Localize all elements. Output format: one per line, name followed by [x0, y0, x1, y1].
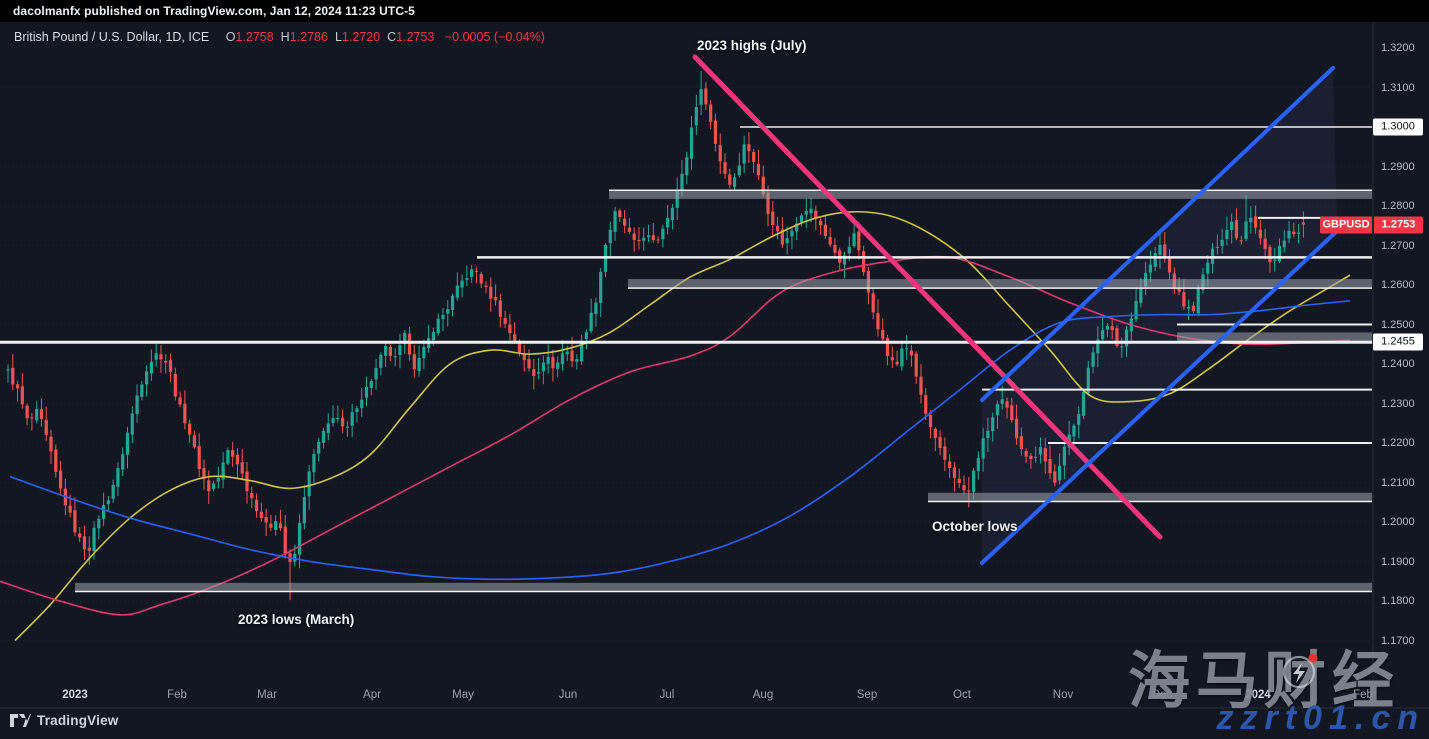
price-tick: 1.2600 [1381, 279, 1415, 291]
price-tick: 1.1700 [1381, 634, 1415, 647]
time-tick: May [452, 689, 474, 701]
price-level-box: 1.2455 [1373, 333, 1423, 351]
ohlc-label: O [225, 30, 236, 44]
time-tick: 2023 [62, 689, 88, 701]
ohlc-value: 1.2758 [235, 30, 274, 44]
channel-lower [980, 229, 1339, 565]
price-tick: 1.1800 [1381, 595, 1415, 607]
ohlc-label: L [334, 30, 342, 44]
price-tick: 1.2300 [1381, 397, 1415, 410]
symbol-title: British Pound / U.S. Dollar, 1D, ICE [14, 30, 210, 44]
ma-slow-blue [9, 300, 1351, 581]
price-tick: 1.2500 [1381, 318, 1415, 331]
price-tick: 1.2200 [1381, 437, 1415, 449]
watermark-badge-icon [1282, 653, 1318, 689]
price-tick: 1.1900 [1381, 555, 1415, 568]
ohlc-value: 1.2786 [289, 30, 328, 44]
ma-fast-yellow [14, 210, 1351, 642]
watermark-site: zzrt01.cn [1216, 699, 1425, 737]
zone-1.2600 [628, 279, 1372, 289]
candles [6, 70, 1305, 601]
chart-legend: British Pound / U.S. Dollar, 1D, ICE O1.… [14, 30, 545, 44]
time-tick: Oct [953, 689, 971, 701]
ohlc-label: H [280, 30, 290, 44]
price-tick: 1.2000 [1381, 516, 1415, 528]
time-tick: Mar [257, 689, 277, 701]
ohlc-label: C [387, 30, 397, 44]
price-tick: 1.2900 [1381, 160, 1415, 173]
ohlc-value: 1.2720 [341, 30, 381, 44]
price-level-box: 1.3000 [1373, 118, 1423, 136]
time-tick: Jun [558, 689, 578, 701]
price-tick: 1.2700 [1381, 239, 1415, 252]
tradingview-logo-text: TradingView [37, 713, 119, 728]
price-tick: 1.3100 [1381, 81, 1415, 94]
zone-1.2820 [609, 190, 1372, 199]
time-tick: Apr [363, 689, 381, 701]
time-tick: Sep [856, 689, 878, 701]
price-tick: 1.2100 [1381, 476, 1415, 489]
change-value: −0.0005 (−0.04%) [444, 30, 545, 44]
annotation-lows-march: 2023 lows (March) [238, 612, 355, 627]
zone-2023-lows [75, 582, 1372, 592]
price-tick: 1.2400 [1381, 358, 1415, 370]
attribution-bar: dacolmanfx published on TradingView.com,… [0, 0, 1429, 22]
last-price-value: 1.2753 [1374, 216, 1423, 234]
channel-upper [980, 66, 1335, 402]
zone-october-lows [928, 492, 1372, 502]
annotation-october-lows: October lows [932, 519, 1018, 534]
ohlc-values: O1.2758 H1.2786 L1.2720 C1.2753 [219, 30, 435, 44]
time-tick: Dec [1151, 689, 1173, 701]
downtrend-from-july-highs [692, 54, 1163, 540]
last-price-badge: GBPUSD 1.2753 [1320, 216, 1423, 234]
time-tick: Nov [1052, 689, 1074, 701]
annotation-highs-july: 2023 highs (July) [697, 38, 807, 53]
time-tick: Jul [659, 689, 675, 701]
tradingview-logo-icon [10, 714, 31, 727]
time-tick: Feb [1353, 689, 1373, 701]
attribution-text: dacolmanfx published on TradingView.com,… [13, 4, 415, 18]
tradingview-logo[interactable]: TradingView [10, 713, 118, 728]
last-price-symbol: GBPUSD [1320, 216, 1372, 234]
time-tick: 2024 [1245, 689, 1271, 701]
price-tick: 1.2800 [1381, 200, 1415, 212]
zone-1.2465 [1177, 332, 1372, 342]
time-tick: Feb [167, 689, 187, 701]
time-tick: Aug [752, 689, 774, 701]
price-tick: 1.3200 [1381, 42, 1415, 54]
ohlc-value: 1.2753 [396, 30, 435, 44]
watermark-brand: 海马财经 [1128, 647, 1401, 716]
